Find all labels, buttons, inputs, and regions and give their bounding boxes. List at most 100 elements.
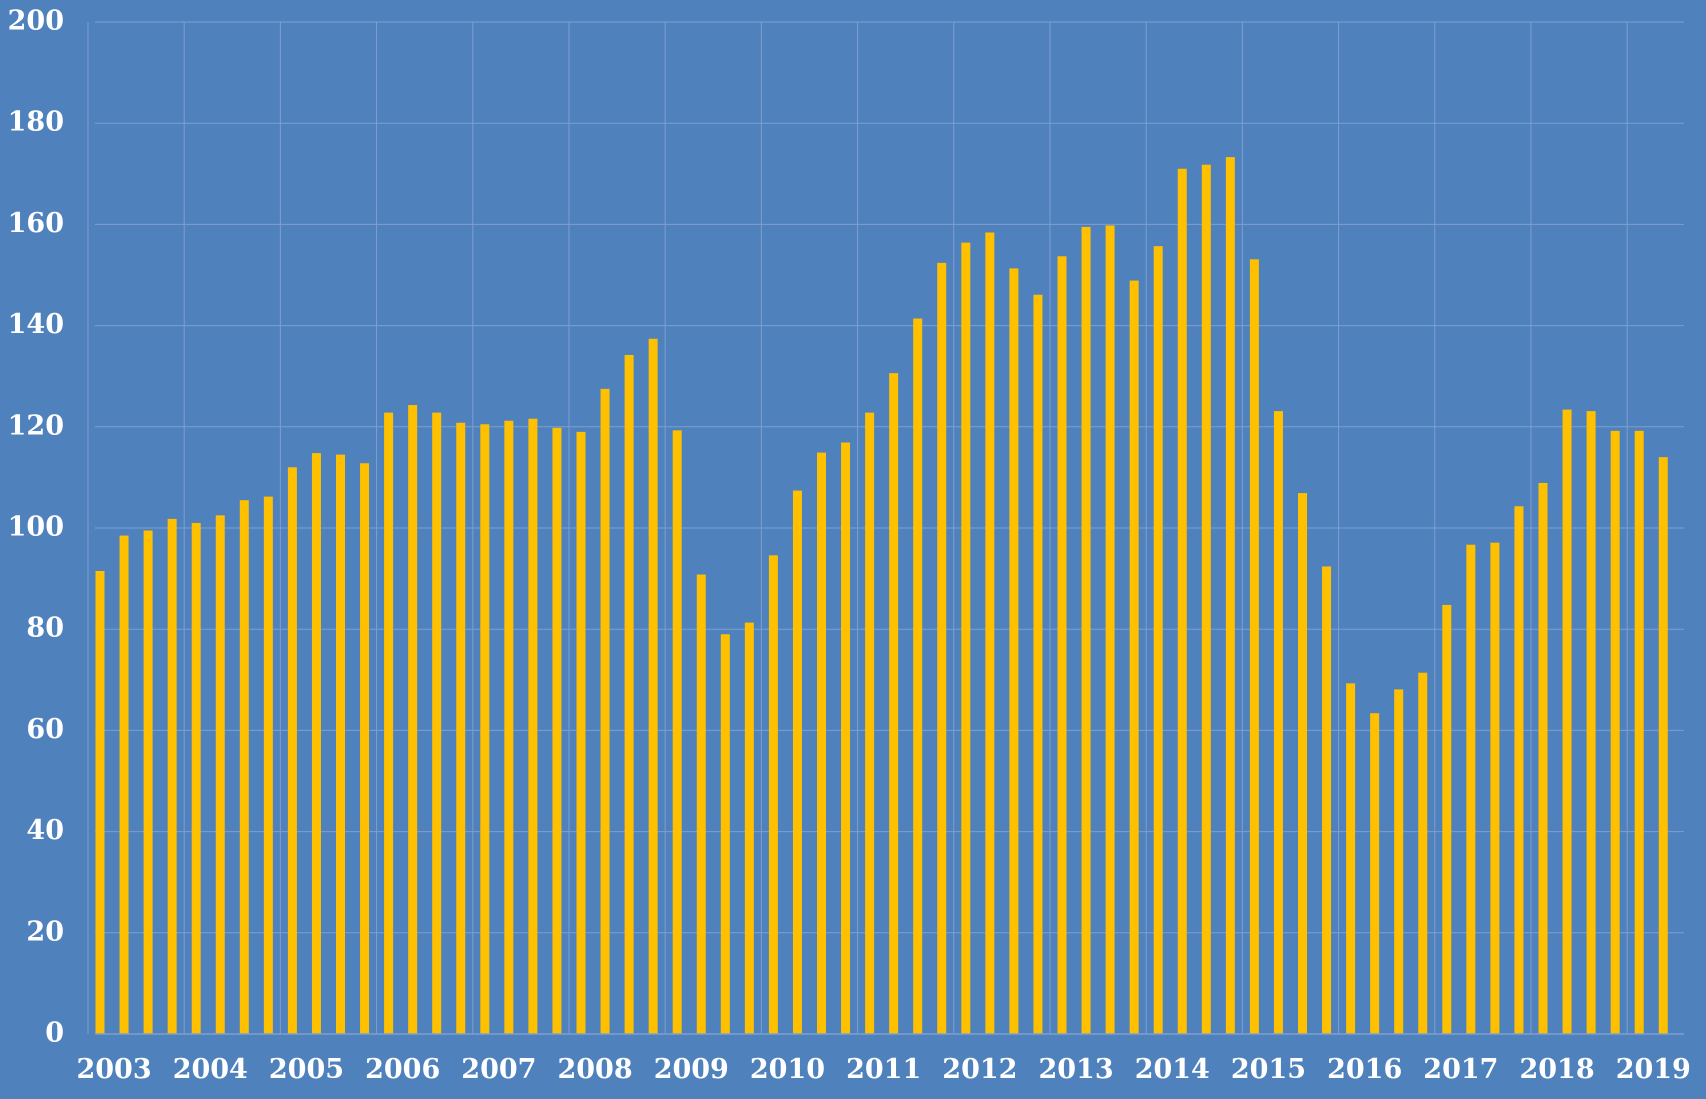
- bar: [384, 412, 394, 1035]
- y-tick-label: 0: [45, 1018, 64, 1049]
- x-tick-label: 2016: [1327, 1054, 1402, 1085]
- bar: [360, 463, 370, 1034]
- bar: [480, 424, 490, 1034]
- y-tick-label: 100: [8, 512, 64, 543]
- y-tick-label: 180: [8, 107, 64, 138]
- bar: [336, 454, 345, 1034]
- x-tick-label: 2004: [173, 1054, 248, 1085]
- x-tick-label: 2007: [461, 1054, 536, 1085]
- y-tick-label: 80: [26, 613, 64, 644]
- bar: [528, 418, 538, 1035]
- bar: [1057, 256, 1067, 1034]
- bar: [456, 422, 466, 1034]
- y-tick-label: 200: [8, 6, 64, 37]
- bar: [1322, 566, 1332, 1034]
- bar: [889, 373, 899, 1034]
- bar: [648, 338, 658, 1035]
- x-tick-label: 2015: [1231, 1054, 1306, 1085]
- x-tick-label: 2014: [1135, 1054, 1210, 1085]
- bar: [1370, 713, 1380, 1034]
- x-tick-label: 2006: [365, 1054, 440, 1085]
- x-tick-label: 2010: [750, 1054, 825, 1085]
- bar: [1610, 430, 1620, 1034]
- bar: [841, 442, 851, 1035]
- y-tick-label: 40: [26, 815, 64, 846]
- gridlines: [87, 21, 1684, 1035]
- bar: [720, 634, 730, 1034]
- x-tick-label: 2005: [269, 1054, 344, 1085]
- bar: [1586, 411, 1596, 1034]
- bar: [167, 518, 177, 1034]
- x-tick-label: 2018: [1519, 1054, 1594, 1085]
- bar: [1129, 280, 1139, 1034]
- bars: [95, 157, 1668, 1035]
- bar: [1634, 430, 1644, 1034]
- bar: [1490, 542, 1500, 1034]
- bar: [1466, 544, 1476, 1034]
- x-tick-label: 2013: [1038, 1054, 1113, 1085]
- bar: [672, 430, 682, 1034]
- y-tick-label: 60: [26, 714, 64, 745]
- bar: [696, 574, 706, 1034]
- x-tick-label: 2012: [942, 1054, 1017, 1085]
- bar: [504, 420, 514, 1034]
- bar: [311, 453, 321, 1034]
- bar: [1514, 506, 1524, 1034]
- bar: [1298, 493, 1307, 1034]
- x-axis-tick-labels: 2003 2004 2005 2006 2007 2008 2009 2010 2011 2012…: [76, 1054, 1690, 1085]
- bar: [1225, 157, 1235, 1035]
- bar: [215, 515, 225, 1034]
- x-tick-label: 2017: [1423, 1054, 1498, 1085]
- bar: [1346, 683, 1356, 1034]
- bar: [792, 490, 802, 1034]
- bar: [961, 242, 971, 1035]
- bar: [1273, 411, 1283, 1034]
- bar: [432, 412, 442, 1035]
- bar: [624, 354, 634, 1034]
- bar: [1009, 268, 1019, 1034]
- bar: [1249, 259, 1259, 1035]
- bar: [408, 405, 418, 1034]
- bar: [817, 452, 826, 1035]
- bar: [287, 467, 297, 1034]
- bar: [552, 427, 562, 1034]
- bar: [1394, 689, 1404, 1034]
- bar: [263, 496, 273, 1034]
- bar: [1105, 225, 1115, 1035]
- y-axis-tick-labels: 0 20 40 60 80 100 120 140 160 180 200: [8, 6, 64, 1049]
- bar: [143, 530, 153, 1034]
- y-tick-label: 140: [8, 309, 64, 340]
- bar: [768, 555, 778, 1034]
- bar: [937, 262, 947, 1035]
- bar: [1177, 168, 1187, 1035]
- bar: [1418, 672, 1428, 1034]
- x-tick-label: 2011: [846, 1054, 921, 1085]
- bar: [95, 571, 105, 1034]
- bar: [1033, 294, 1043, 1034]
- bar: [744, 622, 754, 1034]
- bar: [1081, 226, 1091, 1034]
- bar: [119, 535, 129, 1034]
- bar: [191, 522, 201, 1034]
- bar: [1201, 164, 1211, 1034]
- bar: [1442, 604, 1452, 1034]
- bar: [239, 500, 249, 1034]
- bar: [1658, 457, 1668, 1034]
- bar: [1562, 409, 1572, 1034]
- bar: [576, 431, 586, 1034]
- bar: [865, 412, 875, 1035]
- bar: [1153, 246, 1163, 1034]
- bar: [913, 318, 923, 1034]
- bar: [600, 388, 610, 1035]
- y-tick-label: 160: [8, 208, 64, 239]
- x-tick-label: 2003: [76, 1054, 151, 1085]
- y-tick-label: 120: [8, 410, 64, 441]
- x-tick-label: 2019: [1616, 1054, 1691, 1085]
- x-tick-label: 2008: [557, 1054, 632, 1085]
- bar: [985, 232, 995, 1035]
- y-tick-label: 20: [26, 916, 64, 947]
- bar: [1538, 482, 1548, 1034]
- x-tick-label: 2009: [654, 1054, 729, 1085]
